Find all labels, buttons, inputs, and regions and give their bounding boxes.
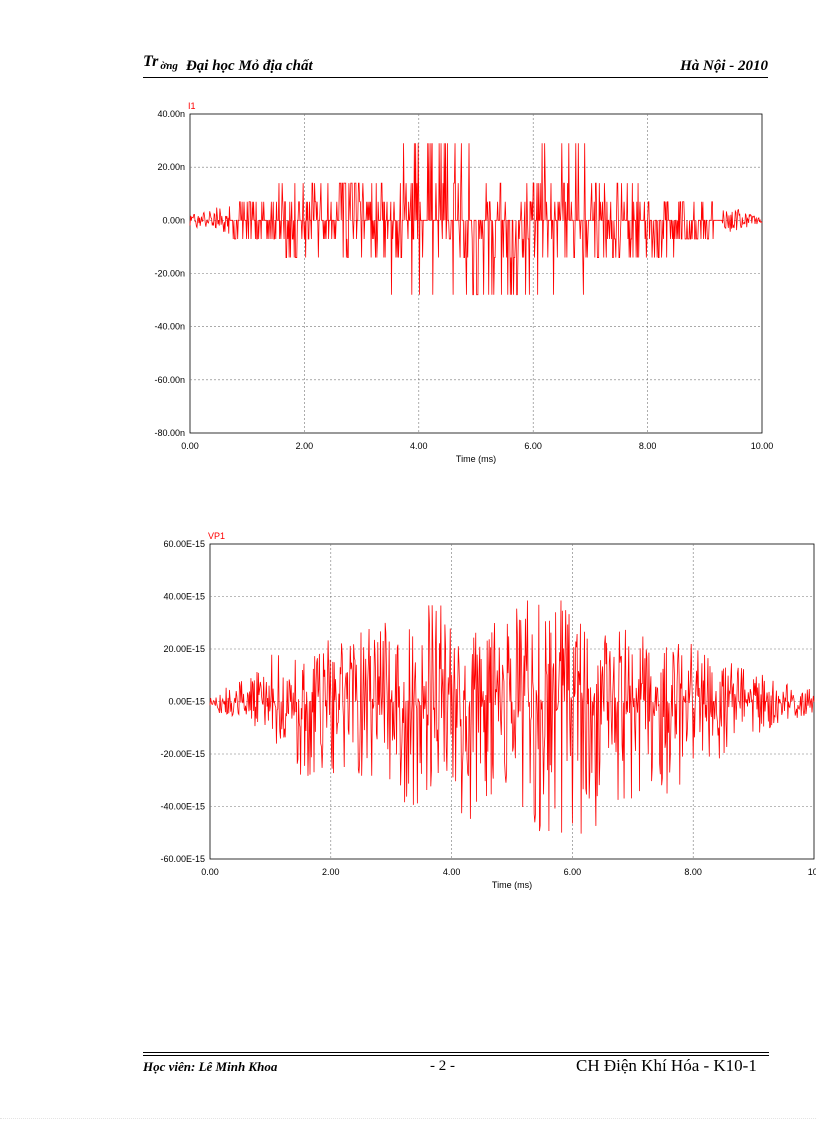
y-tick-label: 0.00n	[162, 215, 185, 225]
y-tick-label: 20.00n	[157, 162, 185, 172]
header-school: Tr ờng Đại học Mỏ địa chất	[143, 53, 313, 75]
y-tick-label: -80.00n	[154, 428, 185, 438]
x-tick-label: 2.00	[322, 867, 340, 877]
header-school-prefix-small: ờng	[160, 60, 178, 72]
y-tick-label: -20.00E-15	[160, 749, 205, 759]
page-header: Tr ờng Đại học Mỏ địa chất Hà Nội - 2010	[143, 52, 768, 78]
y-tick-label: -60.00E-15	[160, 854, 205, 864]
x-axis-label: Time (ms)	[492, 880, 532, 890]
x-tick-label: 6.00	[524, 441, 542, 451]
series-name-label: I1	[188, 101, 196, 111]
x-tick-label: 8.00	[684, 867, 702, 877]
signal-trace	[189, 143, 763, 296]
signal-trace	[209, 600, 815, 834]
x-tick-label: 6.00	[564, 867, 582, 877]
x-tick-label: 2.00	[296, 441, 314, 451]
y-tick-label: -40.00E-15	[160, 802, 205, 812]
y-tick-label: -20.00n	[154, 269, 185, 279]
y-tick-label: 0.00E-15	[168, 697, 205, 707]
header-school-prefix: Tr	[143, 53, 159, 70]
footer-rule	[143, 1052, 769, 1053]
footer-rule-thin	[143, 1055, 769, 1056]
header-school-name: Đại học Mỏ địa chất	[185, 58, 313, 74]
page-footer: Học viên: Lê Minh Khoa - 2 - CH Điện Khí…	[143, 1052, 769, 1076]
voltage-chart: 0.00 2.00 4.00 6.00 8.00 10. 60.00E-15 40.00E-1…	[140, 518, 816, 902]
footer-page-number: - 2 -	[430, 1058, 455, 1074]
series-name-label: VP1	[208, 531, 225, 541]
x-axis-label: Time (ms)	[456, 454, 496, 464]
x-tick-label: 0.00	[181, 441, 199, 451]
y-tick-label: 60.00E-15	[163, 539, 205, 549]
y-tick-label: -60.00n	[154, 375, 185, 385]
y-tick-label: -40.00n	[154, 322, 185, 332]
footer-student: Học viên: Lê Minh Khoa	[143, 1059, 278, 1074]
footer-course: CH Điện Khí Hóa - K10-1	[576, 1056, 757, 1075]
header-place-year: Hà Nội - 2010	[680, 58, 768, 74]
current-chart-svg: 0.00 2.00 4.00 6.00 8.00 10.00 40.00n 20.00n 0.0…	[154, 101, 774, 464]
page-bottom-dots	[0, 1118, 816, 1119]
x-tick-label: 8.00	[639, 441, 657, 451]
y-tick-label: 40.00E-15	[163, 592, 205, 602]
x-tick-label: 4.00	[443, 867, 461, 877]
x-tick-label: 10.	[808, 867, 816, 877]
y-tick-label: 40.00n	[157, 109, 185, 119]
x-tick-label: 4.00	[410, 441, 428, 451]
x-tick-label: 10.00	[751, 441, 774, 451]
x-tick-label: 0.00	[201, 867, 219, 877]
voltage-chart-svg: 0.00 2.00 4.00 6.00 8.00 10. 60.00E-15 40.00E-1…	[160, 531, 816, 890]
y-tick-label: 20.00E-15	[163, 644, 205, 654]
current-chart: 0.00 2.00 4.00 6.00 8.00 10.00 40.00n 20.00n 0.0…	[140, 92, 780, 482]
header-rule	[143, 77, 768, 78]
